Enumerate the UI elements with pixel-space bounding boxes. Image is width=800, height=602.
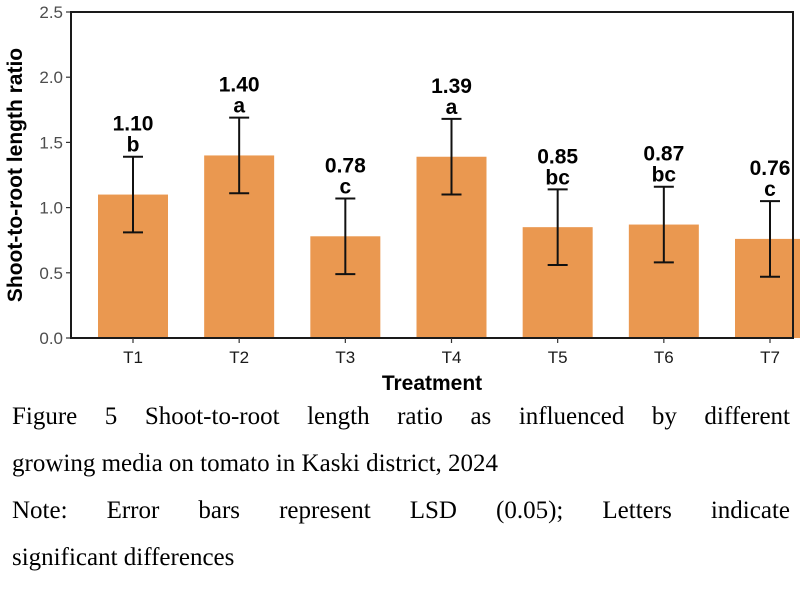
x-axis-title: Treatment (382, 372, 482, 395)
y-tick-label: 1.5 (39, 133, 63, 152)
significance-letter: c (764, 178, 776, 201)
significance-letter: a (233, 95, 245, 118)
significance-letter: a (446, 96, 458, 119)
value-label: 1.40 (219, 74, 260, 97)
figure-caption: Figure 5 Shoot-to-root length ratio as i… (12, 393, 790, 581)
x-tick-label: T5 (548, 348, 568, 367)
significance-letter: bc (545, 166, 570, 189)
y-tick-label: 2.5 (39, 3, 63, 22)
note-line: Note: Error bars represent LSD (0.05); L… (12, 497, 790, 524)
error-bars (123, 116, 780, 278)
x-tick-label: T1 (123, 348, 143, 367)
y-tick-label: 2.0 (39, 68, 63, 87)
x-axis: T1 T2 T3 T4 T5 T6 T7 (123, 338, 780, 367)
value-label: 0.76 (750, 157, 791, 180)
caption-line: Figure 5 Shoot-to-root length ratio as i… (12, 403, 790, 430)
y-tick-label: 0.5 (39, 264, 63, 283)
value-label: 1.10 (113, 113, 154, 136)
value-label: 0.85 (537, 145, 578, 168)
significance-letter: bc (652, 164, 677, 187)
y-tick-label: 0.0 (39, 329, 63, 348)
x-tick-label: T6 (654, 348, 674, 367)
significance-letter: b (127, 134, 140, 157)
note-line: significant differences (12, 544, 235, 571)
y-axis: 0.0 0.5 1.0 1.5 2.0 2.5 (39, 3, 71, 348)
plot-panel-border (70, 11, 794, 339)
y-tick-label: 1.0 (39, 199, 63, 218)
bar-chart: 0.00.51.01.52.02.5 b1.10a1.40c0.78a1.39b… (4, 3, 800, 395)
y-axis-title: Shoot-to-root length ratio (4, 48, 27, 302)
x-tick-label: T3 (335, 348, 355, 367)
x-tick-label: T2 (229, 348, 249, 367)
significance-letter: c (339, 175, 351, 198)
value-label: 0.78 (325, 154, 366, 177)
value-label: 0.87 (643, 143, 684, 166)
x-tick-label: T4 (442, 348, 462, 367)
caption-line: growing media on tomato in Kaski distric… (12, 450, 499, 477)
bars (98, 155, 800, 338)
x-tick-label: T7 (760, 348, 780, 367)
value-label: 1.39 (431, 75, 472, 98)
bar (735, 238, 800, 338)
